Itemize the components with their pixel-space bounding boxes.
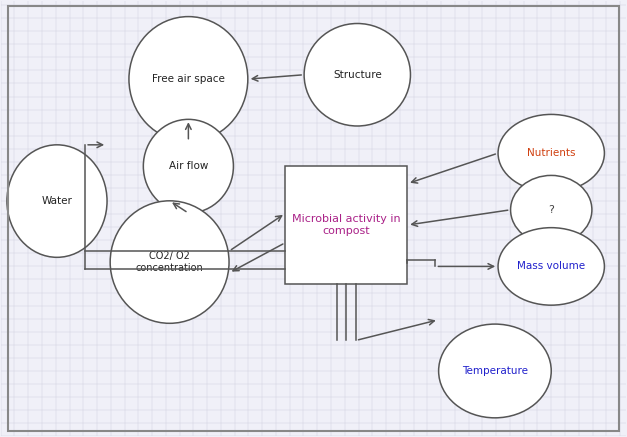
- Text: Structure: Structure: [333, 70, 382, 80]
- Text: Nutrients: Nutrients: [527, 148, 576, 158]
- Ellipse shape: [510, 175, 592, 244]
- Ellipse shape: [110, 201, 229, 323]
- Ellipse shape: [144, 119, 233, 213]
- Text: Microbial activity in
compost: Microbial activity in compost: [292, 214, 401, 236]
- Text: Mass volume: Mass volume: [517, 261, 585, 271]
- Text: Water: Water: [41, 196, 73, 206]
- Ellipse shape: [7, 145, 107, 257]
- Ellipse shape: [129, 17, 248, 142]
- Text: Air flow: Air flow: [169, 161, 208, 171]
- Text: Temperature: Temperature: [462, 366, 528, 376]
- Text: ?: ?: [548, 205, 554, 215]
- Bar: [285, 166, 408, 284]
- Ellipse shape: [498, 114, 604, 192]
- Ellipse shape: [498, 228, 604, 305]
- Ellipse shape: [439, 324, 551, 418]
- Ellipse shape: [304, 24, 411, 126]
- Text: CO2/ O2
concentration: CO2/ O2 concentration: [135, 251, 204, 273]
- Text: Free air space: Free air space: [152, 74, 225, 84]
